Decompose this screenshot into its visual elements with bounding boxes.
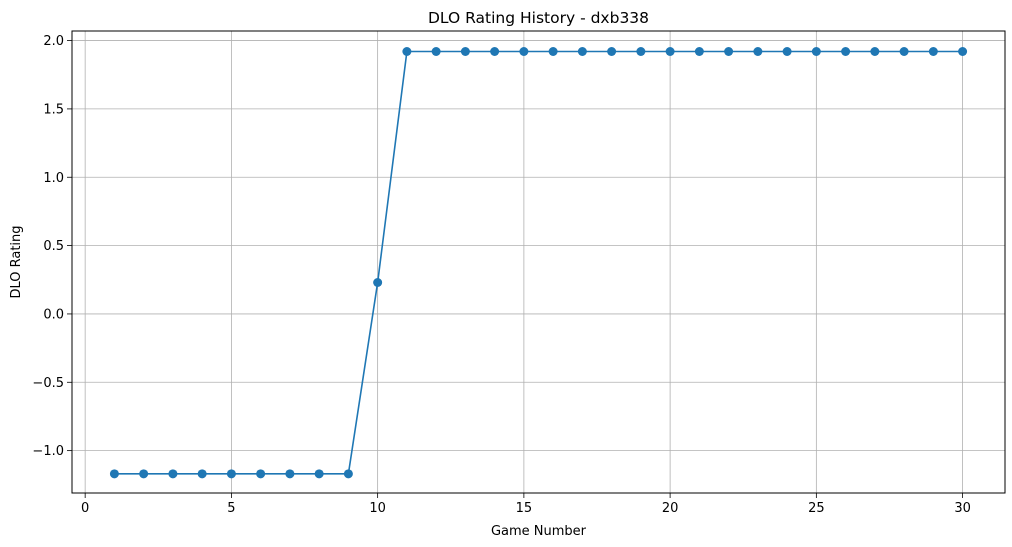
data-point bbox=[694, 47, 704, 57]
y-tick-label: 2.0 bbox=[43, 34, 64, 49]
y-axis-label: DLO Rating bbox=[9, 225, 24, 298]
chart-title: DLO Rating History - dxb338 bbox=[428, 9, 649, 27]
data-point bbox=[373, 278, 383, 288]
data-point bbox=[841, 47, 851, 57]
grid-lines bbox=[72, 31, 1005, 493]
y-tick-label: −0.5 bbox=[32, 376, 64, 391]
series-line bbox=[114, 50, 963, 475]
data-point bbox=[139, 469, 149, 479]
data-point bbox=[548, 47, 558, 57]
x-tick-label: 20 bbox=[662, 501, 679, 516]
x-tick-label: 5 bbox=[227, 501, 235, 516]
data-point bbox=[431, 47, 441, 57]
data-point bbox=[460, 47, 470, 57]
data-point bbox=[870, 47, 880, 57]
series-layer bbox=[109, 47, 968, 479]
x-tick-label: 30 bbox=[954, 501, 971, 516]
data-point bbox=[899, 47, 909, 57]
x-tick-label: 10 bbox=[369, 501, 386, 516]
y-tick-label: 0.0 bbox=[43, 307, 64, 322]
plot-frame bbox=[71, 30, 1006, 494]
data-point bbox=[636, 47, 646, 57]
data-point bbox=[519, 47, 529, 57]
x-tick-label: 25 bbox=[808, 501, 825, 516]
data-point bbox=[168, 469, 178, 479]
y-tick-label: 1.0 bbox=[43, 171, 64, 186]
data-point bbox=[109, 469, 119, 479]
data-point bbox=[665, 47, 675, 57]
data-point bbox=[577, 47, 587, 57]
data-point bbox=[782, 47, 792, 57]
x-axis: 0 5 10 15 20 25 30 bbox=[81, 493, 971, 516]
y-tick-label: 1.5 bbox=[43, 102, 64, 117]
x-tick-label: 0 bbox=[81, 501, 89, 516]
x-tick-label: 15 bbox=[516, 501, 533, 516]
data-point bbox=[314, 469, 324, 479]
data-point bbox=[285, 469, 295, 479]
data-point bbox=[607, 47, 617, 57]
data-point bbox=[928, 47, 938, 57]
data-point bbox=[811, 47, 821, 57]
data-point bbox=[958, 47, 968, 57]
data-point bbox=[197, 469, 207, 479]
data-point bbox=[256, 469, 266, 479]
data-point bbox=[490, 47, 500, 57]
data-point bbox=[226, 469, 236, 479]
data-point bbox=[343, 469, 353, 479]
y-tick-label: 0.5 bbox=[43, 239, 64, 254]
data-point bbox=[402, 47, 412, 57]
x-axis-label: Game Number bbox=[491, 524, 587, 539]
data-point bbox=[753, 47, 763, 57]
y-axis: −1.0 −0.5 0.0 0.5 1.0 1.5 2.0 bbox=[32, 34, 72, 459]
y-tick-label: −1.0 bbox=[32, 444, 64, 459]
data-point bbox=[724, 47, 734, 57]
